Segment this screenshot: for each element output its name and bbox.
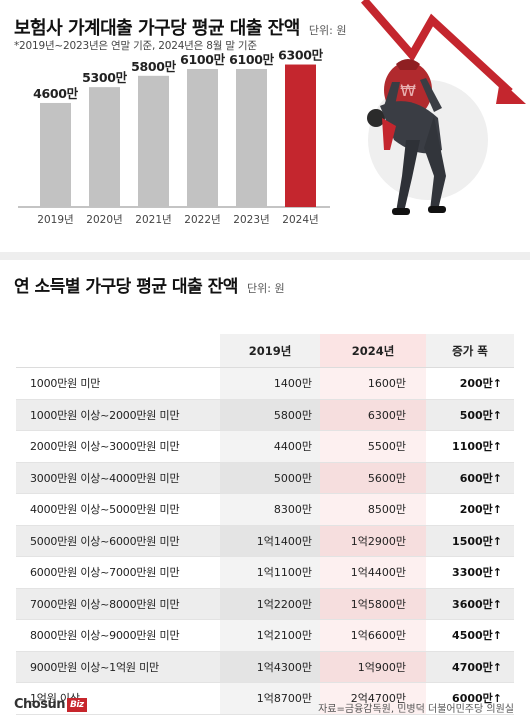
chart-title: 보험사 가계대출 가구당 평균 대출 잔액 xyxy=(14,18,300,39)
logo-biz-badge: Biz xyxy=(66,697,87,712)
income-bracket-label: 3000만원 이상~4000만원 미만 xyxy=(16,462,220,494)
increase-value: 1100만↑ xyxy=(426,430,514,463)
value-2024: 2억4700만 xyxy=(320,682,426,715)
publisher-logo: Chosun Biz xyxy=(14,697,87,712)
value-2019: 8300만 xyxy=(220,493,320,526)
table-row: 1억원 이상 1억8700만 2억4700만 6000만↑ xyxy=(16,682,514,715)
logo-text: Chosun xyxy=(14,697,65,712)
value-2024: 1600만 xyxy=(320,367,426,400)
value-2024: 5600만 xyxy=(320,462,426,494)
header-2024: 2024년 xyxy=(320,334,426,368)
value-2019: 1억1400만 xyxy=(220,525,320,557)
increase-value: 3600만↑ xyxy=(426,588,514,620)
bar xyxy=(138,75,169,207)
value-2024: 1억4400만 xyxy=(320,556,426,589)
debt-burden-illustration: ₩ xyxy=(360,0,526,215)
table-unit: 단위: 원 xyxy=(247,282,285,295)
x-tick-label: 2021년 xyxy=(135,214,171,226)
income-bracket-label: 7000만원 이상~8000만원 미만 xyxy=(16,588,220,620)
value-2019: 1400만 xyxy=(220,367,320,400)
x-tick-label: 2019년 xyxy=(37,214,73,226)
increase-value: 500만↑ xyxy=(426,399,514,431)
income-bracket-label: 8000만원 이상~9000만원 미만 xyxy=(16,619,220,652)
income-bracket-label: 5000만원 이상~6000만원 미만 xyxy=(16,525,220,557)
increase-value: 6000만↑ xyxy=(426,682,514,715)
header-2019: 2019년 xyxy=(220,334,320,368)
income-bracket-label: 9000만원 이상~1억원 미만 xyxy=(16,651,220,683)
table-row: 2000만원 이상~3000만원 미만 4400만 5500만 1100만↑ xyxy=(16,430,514,463)
value-2019: 5800만 xyxy=(220,399,320,431)
table-header-row: 2019년 2024년 증가 폭 xyxy=(16,334,514,368)
bar-value-label: 6100만 xyxy=(229,52,275,67)
value-2024: 5500만 xyxy=(320,430,426,463)
table-row: 1000만원 미만 1400만 1600만 200만↑ xyxy=(16,367,514,400)
bar-value-label: 6100만 xyxy=(180,52,226,67)
value-2019: 5000만 xyxy=(220,462,320,494)
table-row: 5000만원 이상~6000만원 미만 1억1400만 1억2900만 1500만↑ xyxy=(16,525,514,557)
source-note: 자료=금융감독원, 민병덕 더불어민주당 의원실 xyxy=(318,704,514,715)
bar xyxy=(40,102,71,207)
value-2024: 8500만 xyxy=(320,493,426,526)
value-2019: 1억4300만 xyxy=(220,651,320,683)
table-row: 9000만원 이상~1억원 미만 1억4300만 1억900만 4700만↑ xyxy=(16,651,514,683)
table-row: 7000만원 이상~8000만원 미만 1억2200만 1억5800만 3600만↑ xyxy=(16,588,514,620)
increase-value: 4700만↑ xyxy=(426,651,514,683)
chart-section: 보험사 가계대출 가구당 평균 대출 잔액 단위: 원 *2019년~2023년… xyxy=(0,0,530,252)
bar-value-label: 6300만 xyxy=(278,48,324,63)
income-bracket-label: 1000만원 미만 xyxy=(16,367,220,400)
increase-value: 200만↑ xyxy=(426,367,514,400)
income-bracket-label: 2000만원 이상~3000만원 미만 xyxy=(16,430,220,463)
income-loan-table: 2019년 2024년 증가 폭 1000만원 미만 1400만 1600만 200만… xyxy=(16,334,514,715)
income-bracket-label: 1억원 이상 xyxy=(16,682,220,715)
bar-value-label: 5300만 xyxy=(82,70,128,85)
table-row: 1000만원 이상~2000만원 미만 5800만 6300만 500만↑ xyxy=(16,399,514,431)
table-title: 연 소득별 가구당 평균 대출 잔액 xyxy=(14,277,238,297)
income-bracket-label: 1000만원 이상~2000만원 미만 xyxy=(16,399,220,431)
value-2019: 1억2200만 xyxy=(220,588,320,620)
bar-value-label: 5800만 xyxy=(131,59,177,74)
x-tick-label: 2024년 xyxy=(282,214,318,226)
table-title-row: 연 소득별 가구당 평균 대출 잔액 단위: 원 xyxy=(14,272,285,297)
chart-note: *2019년~2023년은 연말 기준, 2024년은 8월 말 기준 xyxy=(14,40,257,52)
header-blank xyxy=(16,334,220,368)
table-body: 1000만원 미만 1400만 1600만 200만↑ 1000만원 이상~2000만원… xyxy=(16,367,514,715)
value-2024: 1억2900만 xyxy=(320,525,426,557)
income-bracket-label: 6000만원 이상~7000만원 미만 xyxy=(16,556,220,589)
section-divider xyxy=(0,252,530,260)
increase-value: 4500만↑ xyxy=(426,619,514,652)
header-increase: 증가 폭 xyxy=(426,334,514,368)
bar xyxy=(187,69,218,208)
x-tick-label: 2023년 xyxy=(233,214,269,226)
svg-text:₩: ₩ xyxy=(400,81,416,100)
increase-value: 200만↑ xyxy=(426,493,514,526)
increase-value: 1500만↑ xyxy=(426,525,514,557)
increase-value: 3300만↑ xyxy=(426,556,514,589)
value-2024: 1억900만 xyxy=(320,651,426,683)
income-bracket-label: 4000만원 이상~5000만원 미만 xyxy=(16,493,220,526)
value-2024: 1억6600만 xyxy=(320,619,426,652)
x-tick-label: 2020년 xyxy=(86,214,122,226)
value-2019: 1억8700만 xyxy=(220,682,320,715)
x-tick-label: 2022년 xyxy=(184,214,220,226)
bar xyxy=(236,69,267,208)
value-2019: 1억2100만 xyxy=(220,619,320,652)
bar-chart: 4600만 2019년 5300만 2020년 5800만 2021년 6100만 2022년… xyxy=(18,48,330,226)
table-row: 4000만원 이상~5000만원 미만 8300만 8500만 200만↑ xyxy=(16,493,514,526)
bar xyxy=(285,64,316,208)
increase-value: 600만↑ xyxy=(426,462,514,494)
chart-title-row: 보험사 가계대출 가구당 평균 대출 잔액 단위: 원 xyxy=(14,14,346,40)
chart-unit: 단위: 원 xyxy=(308,24,347,37)
table-row: 6000만원 이상~7000만원 미만 1억1100만 1억4400만 3300만↑ xyxy=(16,556,514,589)
value-2019: 4400만 xyxy=(220,430,320,463)
bar-value-label: 4600만 xyxy=(33,86,79,101)
table-row: 3000만원 이상~4000만원 미만 5000만 5600만 600만↑ xyxy=(16,462,514,494)
bar xyxy=(89,87,120,207)
value-2024: 6300만 xyxy=(320,399,426,431)
table-row: 8000만원 이상~9000만원 미만 1억2100만 1억6600만 4500만↑ xyxy=(16,619,514,652)
value-2024: 1억5800만 xyxy=(320,588,426,620)
value-2019: 1억1100만 xyxy=(220,556,320,589)
